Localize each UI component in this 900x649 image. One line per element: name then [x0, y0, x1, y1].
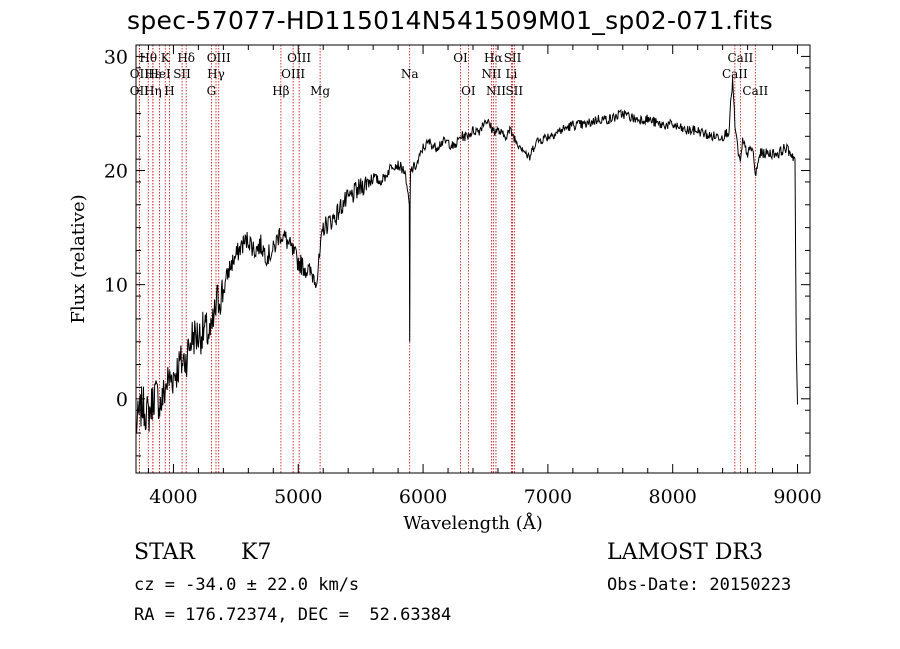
line-label-Hη: Hη — [144, 84, 162, 98]
line-label-Na: Na — [401, 67, 419, 81]
flux-series — [135, 77, 798, 434]
line-label-OIII: OIII — [287, 51, 311, 65]
emission-line-markers — [138, 45, 756, 473]
line-label-SII: SII — [504, 51, 522, 65]
line-label-NII: NII — [486, 84, 506, 98]
line-label-CaII: CaII — [742, 84, 768, 98]
line-label-OIII: OIII — [281, 67, 305, 81]
line-label-CaII: CaII — [727, 51, 753, 65]
line-label-Hγ: Hγ — [207, 67, 225, 81]
y-tick-label: 20 — [104, 161, 128, 183]
line-label-OIII: OIII — [207, 51, 231, 65]
obs-date: Obs-Date: 20150223 — [607, 575, 792, 595]
line-label-Hε: Hε — [145, 67, 162, 81]
cz-readout: cz = -34.0 ± 22.0 km/s — [134, 575, 360, 595]
x-tick-label: 4000 — [149, 486, 197, 508]
x-tick-label: 6000 — [399, 486, 447, 508]
line-label-K: K — [161, 51, 171, 65]
x-tick-label: 9000 — [773, 486, 821, 508]
line-label-HeI: HeI — [148, 67, 171, 81]
x-tick-label: 5000 — [274, 486, 322, 508]
chart-title: spec-57077-HD115014N541509M01_sp02-071.f… — [127, 6, 773, 35]
flux-line — [135, 77, 798, 434]
x-tick-label: 7000 — [524, 486, 572, 508]
line-label-Hα: Hα — [484, 51, 503, 65]
survey-label: LAMOST DR3 — [607, 540, 763, 565]
coordinates: RA = 176.72374, DEC = 52.63384 — [134, 605, 452, 625]
line-label-SII: SII — [505, 84, 523, 98]
x-axis-label: Wavelength (Å) — [403, 512, 543, 534]
line-label-Hθ: Hθ — [139, 51, 157, 65]
object-class: STAR — [134, 540, 195, 565]
plot-axes: 4000 5000 6000 7000 8000 9000 0 10 20 30 Wavelengt… — [68, 44, 822, 534]
y-axis-label: Flux (relative) — [68, 194, 89, 323]
y-tick-label: 30 — [104, 46, 128, 68]
line-label-SII: SII — [173, 67, 191, 81]
line-label-OII: OII — [130, 67, 150, 81]
line-label-CaII: CaII — [722, 67, 748, 81]
line-label-Mg: Mg — [310, 84, 330, 98]
x-tick-label: 8000 — [649, 486, 697, 508]
line-label-G: G — [207, 84, 217, 98]
line-label-OI: OI — [453, 51, 468, 65]
y-tick-label: 0 — [116, 389, 128, 411]
object-subclass: K7 — [241, 540, 272, 565]
y-tick-label: 10 — [104, 275, 128, 297]
line-label-H: H — [164, 84, 174, 98]
line-label-Hβ: Hβ — [272, 84, 289, 98]
line-label-OI: OI — [461, 84, 476, 98]
line-label-Hδ: Hδ — [177, 51, 195, 65]
line-label-Li: Li — [506, 67, 518, 81]
plot-frame — [135, 44, 811, 474]
line-label-NII: NII — [481, 67, 501, 81]
